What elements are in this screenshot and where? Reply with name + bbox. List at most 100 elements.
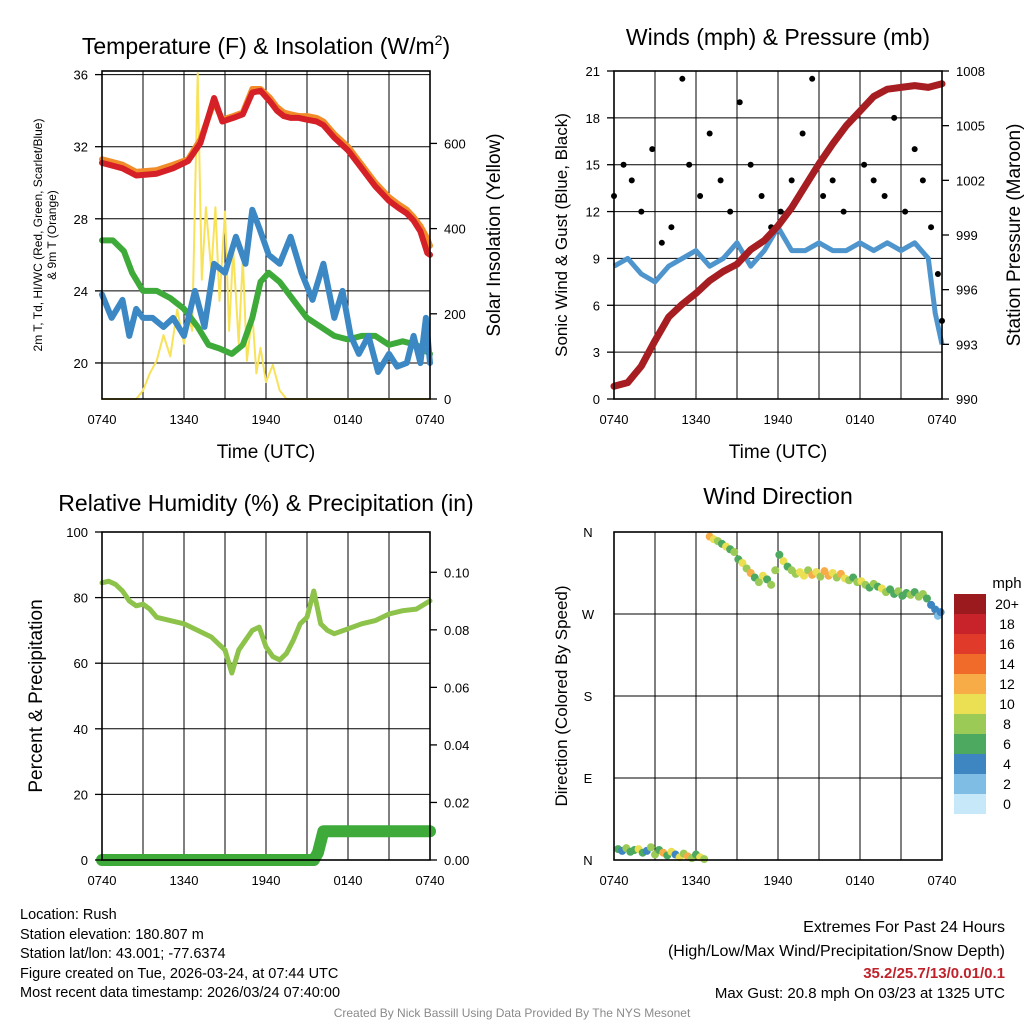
direction-ytick-label: W bbox=[582, 607, 595, 622]
colorbar-title: mph bbox=[992, 575, 1021, 592]
colorbar-swatch bbox=[954, 674, 986, 694]
temperature-ytick-left-label: 24 bbox=[74, 284, 88, 299]
gust-point bbox=[679, 75, 686, 82]
temperature-ytick-right-label: 0 bbox=[444, 392, 451, 407]
temperature-ytick-right-label: 400 bbox=[444, 222, 466, 237]
direction-plot-frame bbox=[613, 531, 943, 861]
temperature-axis-ticks: 0740 1340 1940 0140 0740 20 24 28 32 36 0 200 400 600 bbox=[74, 68, 466, 427]
gust-point bbox=[891, 114, 898, 121]
temperature-ytick-left-label: 28 bbox=[74, 212, 88, 227]
direction-xtick-label: 0140 bbox=[846, 873, 875, 888]
direction-xtick-label: 0740 bbox=[600, 873, 629, 888]
direction-xtick-label: 1940 bbox=[764, 873, 793, 888]
winds-ytick-right-label: 996 bbox=[956, 283, 978, 298]
colorbar-swatch bbox=[954, 614, 986, 634]
gust-point bbox=[717, 177, 724, 184]
wind-direction-point bbox=[922, 594, 931, 603]
humidity-xtick-label: 1340 bbox=[170, 873, 199, 888]
temperature-series-hi-wc bbox=[99, 206, 433, 375]
temperature-xtick-label: 1340 bbox=[170, 412, 199, 427]
gust-point bbox=[777, 208, 784, 215]
winds-panel: Winds (mph) & Pressure (mb) 0740 1340 1940… bbox=[552, 24, 1024, 463]
speed-colorbar: 20+ 18 16 14 12 10 8 6 4 2 0 bbox=[954, 594, 1019, 814]
gust-point bbox=[758, 192, 765, 199]
temperature-plot-frame bbox=[101, 70, 431, 400]
temperature-grid bbox=[102, 71, 430, 399]
humidity-ytick-left-label: 40 bbox=[74, 722, 88, 737]
gust-point bbox=[638, 208, 645, 215]
humidity-xtick-label: 1940 bbox=[252, 873, 281, 888]
winds-xtick-label: 0740 bbox=[928, 412, 957, 427]
humidity-ytick-left-label: 0 bbox=[81, 853, 88, 868]
max-gust-text: Max Gust: 20.8 mph On 03/23 at 1325 UTC bbox=[714, 985, 1005, 1002]
humidity-ytick-left-label: 100 bbox=[66, 525, 88, 540]
temperature-xtick-label: 1940 bbox=[252, 412, 281, 427]
temperature-ytick-left-label: 36 bbox=[74, 68, 88, 83]
humidity-panel: Relative Humidity (%) & Precipitation (i… bbox=[26, 490, 474, 888]
direction-grid bbox=[614, 531, 942, 861]
gust-point bbox=[881, 192, 888, 199]
gust-point bbox=[736, 99, 743, 106]
wind-direction-point bbox=[771, 566, 780, 575]
wind-direction-point bbox=[738, 558, 747, 567]
humidity-panel-title: Relative Humidity (%) & Precipitation (i… bbox=[58, 490, 473, 516]
winds-xtick-label: 0740 bbox=[600, 412, 629, 427]
humidity-axis-ticks: 0740 1340 1940 0140 07400204060801000.000.02… bbox=[66, 525, 469, 888]
direction-axis-ticks: N E S W N 0740 1340 1940 0140 0740 bbox=[582, 525, 957, 888]
humidity-xtick-label: 0740 bbox=[88, 873, 117, 888]
direction-series bbox=[614, 532, 945, 864]
winds-ytick-left-label: 18 bbox=[586, 111, 600, 126]
wind-direction-point bbox=[775, 550, 784, 559]
colorbar-label: 4 bbox=[1003, 756, 1011, 772]
winds-panel-title: Winds (mph) & Pressure (mb) bbox=[626, 24, 930, 50]
gust-point bbox=[668, 224, 675, 231]
wind-direction-point bbox=[700, 855, 709, 864]
temperature-xtick-label: 0740 bbox=[88, 412, 117, 427]
colorbar-swatch bbox=[954, 594, 986, 614]
location-text: Location: Rush bbox=[20, 907, 117, 923]
temperature-series bbox=[99, 72, 433, 400]
winds-xlabel: Time (UTC) bbox=[729, 442, 828, 463]
gust-point bbox=[919, 177, 926, 184]
direction-ylabel-left: Direction (Colored By Speed) bbox=[552, 585, 571, 806]
humidity-ytick-left-label: 80 bbox=[74, 591, 88, 606]
humidity-ytick-left-label: 60 bbox=[74, 656, 88, 671]
colorbar-label: 8 bbox=[1003, 716, 1011, 732]
colorbar-label: 20+ bbox=[995, 596, 1019, 612]
winds-ytick-left-label: 15 bbox=[586, 158, 600, 173]
gust-point bbox=[727, 208, 734, 215]
gust-point bbox=[902, 208, 909, 215]
gust-point bbox=[928, 224, 935, 231]
elevation-text: Station elevation: 180.807 m bbox=[20, 926, 204, 943]
winds-axis-ticks: 0740 1340 1940 0140 074003691215182199099399… bbox=[586, 64, 985, 427]
direction-xtick-label: 1340 bbox=[682, 873, 711, 888]
winds-ytick-left-label: 3 bbox=[593, 345, 600, 360]
extremes-box: Extremes For Past 24 Hours (High/Low/Max… bbox=[668, 916, 1005, 1004]
created-text: Figure created on Tue, 2026-03-24, at 07… bbox=[20, 965, 339, 982]
direction-xtick-label: 0740 bbox=[928, 873, 957, 888]
winds-ylabel-left: Sonic Wind & Gust (Blue, Black) bbox=[552, 113, 571, 357]
gust-point bbox=[686, 161, 693, 168]
gust-point bbox=[747, 161, 754, 168]
winds-ylabel-right: Station Pressure (Maroon) bbox=[1004, 124, 1024, 347]
gust-point bbox=[861, 161, 868, 168]
winds-xtick-label: 0140 bbox=[846, 412, 875, 427]
wind-direction-point bbox=[754, 578, 763, 587]
direction-ytick-label: N bbox=[583, 853, 592, 868]
gust-point bbox=[934, 271, 941, 278]
colorbar-label: 12 bbox=[999, 676, 1015, 692]
winds-xtick-label: 1340 bbox=[682, 412, 711, 427]
humidity-ytick-right-label: 0.10 bbox=[444, 565, 469, 580]
temperature-ylabel-left-1: 2m T, Td, HI/WC (Red, Green, Scarlet/Blu… bbox=[31, 119, 45, 352]
colorbar-swatch bbox=[954, 754, 986, 774]
winds-ytick-right-label: 999 bbox=[956, 228, 978, 243]
colorbar-swatch bbox=[954, 694, 986, 714]
gust-point bbox=[870, 177, 877, 184]
colorbar-swatch bbox=[954, 774, 986, 794]
gust-point bbox=[788, 177, 795, 184]
gust-point bbox=[620, 161, 627, 168]
humidity-series-relative-humidity bbox=[99, 578, 433, 676]
temperature-ylabel-left-2: & 9m T (Orange) bbox=[45, 190, 59, 280]
temperature-ytick-right-label: 200 bbox=[444, 307, 466, 322]
